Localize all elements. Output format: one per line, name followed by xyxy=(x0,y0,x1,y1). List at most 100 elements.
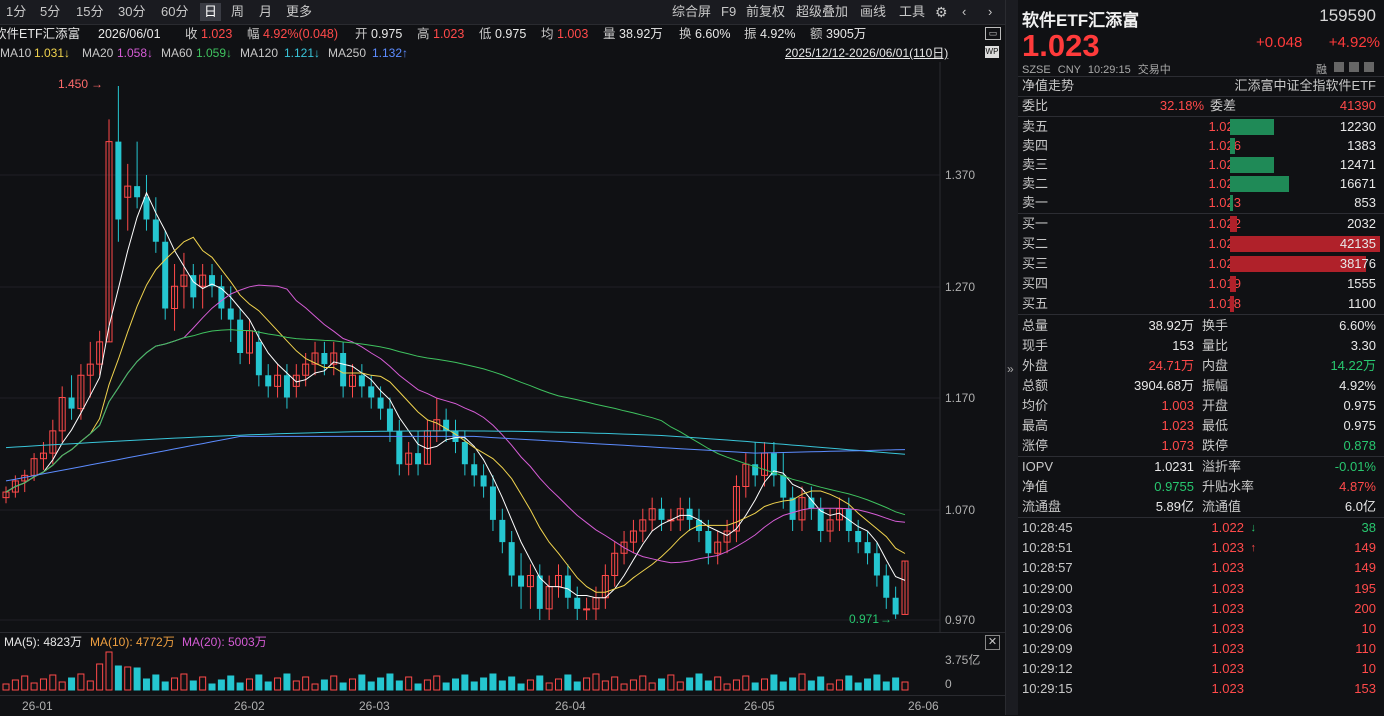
ask-volume: 16671 xyxy=(1339,176,1376,191)
tick-time: 10:28:51 xyxy=(1022,540,1073,555)
candle-body xyxy=(620,541,628,554)
ma10-label: MA10 xyxy=(0,46,32,60)
super-overlay-button[interactable]: 超级叠加 xyxy=(796,4,849,19)
tick-price: 1.022 xyxy=(1211,520,1244,535)
stats-row: 总量 38.92万 换手 6.60% xyxy=(1018,316,1384,336)
stats-label: 外盘 xyxy=(1022,358,1049,373)
ask-volume: 1383 xyxy=(1347,138,1376,153)
volume-bar xyxy=(845,675,853,691)
volume-bar xyxy=(686,677,694,691)
candle-body xyxy=(574,597,581,609)
tick-row: 10:29:03 1.023 200 xyxy=(1018,599,1384,619)
ask-level-3[interactable]: 卖三 1.025 12471 xyxy=(1018,155,1384,175)
period-30min[interactable]: 30分 xyxy=(118,4,146,19)
currency: CNY xyxy=(1057,64,1081,76)
quote-info-line: 软件ETF汇添富 2026/06/01 收 1.023 幅 4.92%(0.04… xyxy=(0,24,1005,44)
stats-value: 0.975 xyxy=(1343,398,1376,413)
candle-body xyxy=(536,575,543,609)
settings-icon[interactable]: ⚙ xyxy=(935,4,948,20)
candle-body xyxy=(648,508,656,521)
collapse-panel-icon[interactable]: » xyxy=(1007,362,1014,376)
volume-bar xyxy=(199,676,207,691)
bid-volume: 2032 xyxy=(1347,216,1376,231)
volume-chart[interactable]: 3.75亿 0 xyxy=(0,650,1005,695)
period-more[interactable]: 更多 xyxy=(286,4,313,19)
f9-button[interactable]: F9 xyxy=(721,4,737,19)
period-60min[interactable]: 60分 xyxy=(161,4,189,19)
period-5min[interactable]: 5分 xyxy=(40,4,61,19)
volume-bar xyxy=(583,677,591,691)
stats-label: 现手 xyxy=(1022,338,1049,353)
bid-volume-bar xyxy=(1230,296,1234,312)
candle-body xyxy=(190,275,197,298)
close-icon[interactable]: ✕ xyxy=(985,635,1000,650)
period-15min[interactable]: 15分 xyxy=(76,4,104,19)
candle-body xyxy=(68,397,75,409)
bid-price: 1.019 xyxy=(1208,276,1241,291)
volume-bar xyxy=(742,675,750,691)
bid-level-2[interactable]: 买二 1.021 42135 xyxy=(1018,234,1384,254)
x-label: 26-03 xyxy=(359,699,390,713)
bid-level-5[interactable]: 买五 1.018 1100 xyxy=(1018,294,1384,314)
draw-line-button[interactable]: 画线 xyxy=(860,4,887,19)
period-1min[interactable]: 1分 xyxy=(6,4,27,19)
bid-price: 1.018 xyxy=(1208,296,1241,311)
maximize-icon[interactable]: ▭ xyxy=(985,27,1001,40)
bid-label: 买三 xyxy=(1022,256,1049,271)
volume-bar xyxy=(508,676,516,691)
tools-button[interactable]: 工具 xyxy=(899,4,926,19)
volume-bar xyxy=(358,674,366,691)
volume-bar xyxy=(489,673,497,691)
wp-icon[interactable]: WP xyxy=(985,46,999,58)
bid-level-3[interactable]: 买三 1.020 38176 xyxy=(1018,254,1384,274)
chevron-right-icon[interactable]: › xyxy=(988,4,993,19)
candlestick-chart[interactable]: 1.450 → 0.971 → 1.370 1.270 1.170 1.070 0.97… xyxy=(0,62,1005,632)
chevron-left-icon[interactable]: ‹ xyxy=(962,4,967,19)
panel-divider[interactable]: » xyxy=(1005,0,1019,715)
ask-level-4[interactable]: 卖四 1.026 1383 xyxy=(1018,136,1384,156)
tick-row: 10:29:12 1.023 10 xyxy=(1018,659,1384,679)
bid-level-4[interactable]: 买四 1.019 1555 xyxy=(1018,274,1384,294)
stats-row: 现手 153 量比 3.30 xyxy=(1018,336,1384,356)
date-range-selector[interactable]: 2025/12/12-2026/06/01(110日) xyxy=(785,46,949,60)
stats-label: 量比 xyxy=(1202,338,1229,353)
volume-bar xyxy=(264,681,272,691)
ask-level-2[interactable]: 卖二 1.024 16671 xyxy=(1018,174,1384,194)
period-week[interactable]: 周 xyxy=(231,4,245,19)
ask-label: 卖三 xyxy=(1022,157,1049,172)
period-month[interactable]: 月 xyxy=(259,4,273,19)
tick-row: 10:28:57 1.023 149 xyxy=(1018,558,1384,578)
candle-body xyxy=(789,497,796,520)
tick-price: 1.023 xyxy=(1211,621,1244,636)
candle-body xyxy=(49,430,57,454)
swing-value: 4.92% xyxy=(760,27,796,41)
composite-screen-button[interactable]: 综合屏 xyxy=(672,4,712,19)
ma120-label: MA120 xyxy=(240,46,279,60)
menu-icon[interactable] xyxy=(1364,62,1374,72)
volume-bar xyxy=(573,681,581,691)
tick-volume: 110 xyxy=(1355,641,1376,656)
pin-icon[interactable] xyxy=(1349,62,1359,72)
volume-label: 量 xyxy=(603,27,616,41)
volume-bar xyxy=(423,679,431,691)
bid-level-1[interactable]: 买一 1.022 2032 xyxy=(1018,214,1384,234)
candle-body xyxy=(330,352,338,365)
ask-level-1[interactable]: 卖一 1.023 853 xyxy=(1018,193,1384,213)
candle-body xyxy=(864,542,871,554)
period-day[interactable]: 日 xyxy=(200,3,222,21)
edit-icon[interactable] xyxy=(1334,62,1344,72)
candle-body xyxy=(283,375,290,398)
ask-level-5[interactable]: 卖五 1.027 12230 xyxy=(1018,117,1384,137)
volume-bar xyxy=(414,683,422,691)
open-value: 0.975 xyxy=(371,27,403,41)
volume-bar xyxy=(386,673,394,691)
candle-body xyxy=(732,486,740,532)
candle-body xyxy=(714,541,722,554)
forward-adjust-button[interactable]: 前复权 xyxy=(746,4,786,19)
nav-trend-link[interactable]: 净值走势 xyxy=(1022,78,1075,93)
volume-bar xyxy=(21,675,29,691)
candle-body xyxy=(658,508,665,520)
tick-time: 10:29:03 xyxy=(1022,601,1073,616)
volume-bar xyxy=(732,679,740,691)
panel-meta: SZSE CNY 10:29:15 交易中 xyxy=(1022,61,1171,77)
